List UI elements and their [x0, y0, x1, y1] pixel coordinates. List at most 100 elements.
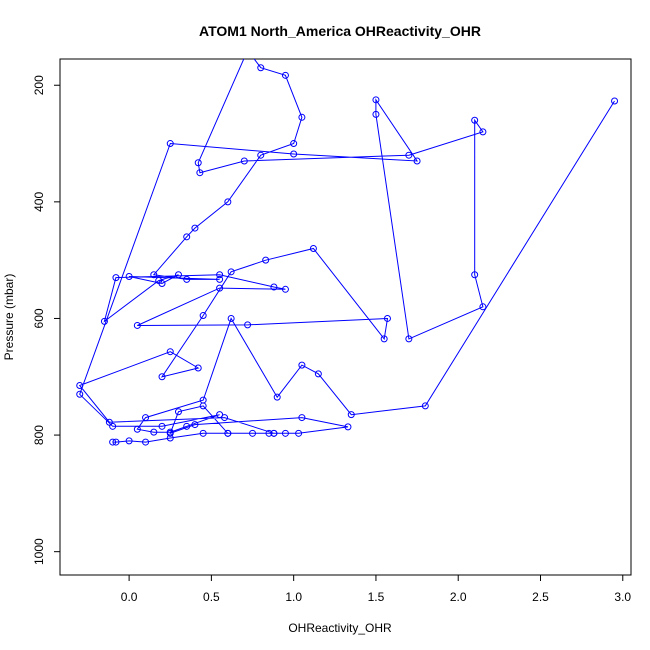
data-point: [150, 271, 158, 279]
data-point: [344, 423, 352, 431]
data-point: [347, 411, 355, 419]
data-point: [109, 438, 117, 446]
series-lines: [78, 59, 615, 443]
data-point: [224, 198, 232, 206]
chart-title: ATOM1 North_America OHReactivity_OHR: [199, 23, 481, 39]
data-point: [240, 157, 248, 165]
data-point: [380, 335, 388, 343]
data-point: [112, 438, 120, 446]
data-point: [281, 429, 289, 437]
data-point: [158, 373, 166, 381]
data-point: [194, 364, 202, 372]
data-point: [183, 233, 191, 241]
data-point: [290, 150, 298, 158]
data-point: [158, 279, 166, 287]
y-tick-label: 800: [32, 425, 46, 445]
data-point: [227, 268, 235, 276]
data-point: [249, 429, 257, 437]
data-point: [471, 271, 479, 279]
data-point: [133, 425, 141, 433]
data-point: [413, 157, 421, 165]
data-point: [314, 370, 322, 378]
data-point: [309, 244, 317, 252]
data-point: [471, 116, 479, 124]
data-point: [244, 321, 252, 329]
data-point: [372, 110, 380, 118]
data-point: [298, 414, 306, 422]
data-point: [216, 284, 224, 292]
data-point: [405, 151, 413, 159]
data-point: [112, 274, 120, 282]
series-points: [76, 47, 619, 446]
y-tick-label: 1000: [32, 538, 46, 565]
data-point: [270, 429, 278, 437]
y-axis-label: Pressure (mbar): [2, 274, 16, 361]
data-point: [479, 303, 487, 311]
data-point: [295, 429, 303, 437]
data-point: [281, 71, 289, 79]
data-point: [421, 402, 429, 410]
data-point: [273, 393, 281, 401]
y-tick-label: 200: [32, 75, 46, 95]
data-point: [216, 275, 224, 283]
data-point: [290, 140, 298, 148]
data-point: [199, 312, 207, 320]
data-point: [109, 422, 117, 430]
data-point: [224, 429, 232, 437]
data-point: [125, 272, 133, 280]
plot-content: [76, 47, 619, 446]
data-point: [158, 422, 166, 430]
data-point: [257, 151, 265, 159]
x-tick-label: 0.0: [121, 590, 138, 604]
y-axis: 200 400 600 800 1000: [32, 75, 61, 565]
data-point: [150, 428, 158, 436]
data-point: [100, 317, 108, 325]
data-point: [372, 96, 380, 104]
data-point: [216, 271, 224, 279]
data-point: [191, 224, 199, 232]
y-tick-label: 400: [32, 192, 46, 212]
x-axis-label: OHReactivity_OHR: [288, 621, 392, 635]
data-point: [265, 429, 273, 437]
data-point: [405, 335, 413, 343]
x-axis: 0.0 0.5 1.0 1.5 2.0 2.5 3.0: [121, 574, 631, 604]
data-point: [166, 140, 174, 148]
data-point: [227, 314, 235, 322]
data-point: [183, 422, 191, 430]
data-point: [383, 314, 391, 322]
data-point: [216, 411, 224, 419]
x-tick-label: 1.0: [285, 590, 302, 604]
x-tick-label: 2.5: [532, 590, 549, 604]
data-point: [191, 421, 199, 429]
x-tick-label: 0.5: [203, 590, 220, 604]
data-point: [142, 414, 150, 422]
x-tick-label: 1.5: [368, 590, 385, 604]
data-point: [298, 361, 306, 369]
data-point: [142, 438, 150, 446]
data-point: [298, 113, 306, 121]
plot-area: [59, 58, 632, 576]
series-line: [78, 59, 615, 443]
data-point: [166, 428, 174, 436]
data-point: [199, 429, 207, 437]
data-point: [133, 321, 141, 329]
data-point: [125, 437, 133, 445]
data-point: [196, 169, 204, 177]
data-point: [166, 348, 174, 356]
data-point: [76, 390, 84, 398]
data-point: [194, 159, 202, 167]
data-point: [199, 396, 207, 404]
data-point: [174, 271, 182, 279]
data-point: [262, 256, 270, 264]
data-point: [76, 382, 84, 390]
data-point: [245, 47, 251, 53]
data-point: [183, 275, 191, 283]
data-point: [479, 128, 487, 136]
data-point: [270, 283, 278, 291]
data-point: [257, 64, 265, 72]
x-tick-label: 2.0: [450, 590, 467, 604]
y-tick-label: 600: [32, 308, 46, 328]
data-point: [281, 285, 289, 293]
data-point: [611, 97, 619, 105]
